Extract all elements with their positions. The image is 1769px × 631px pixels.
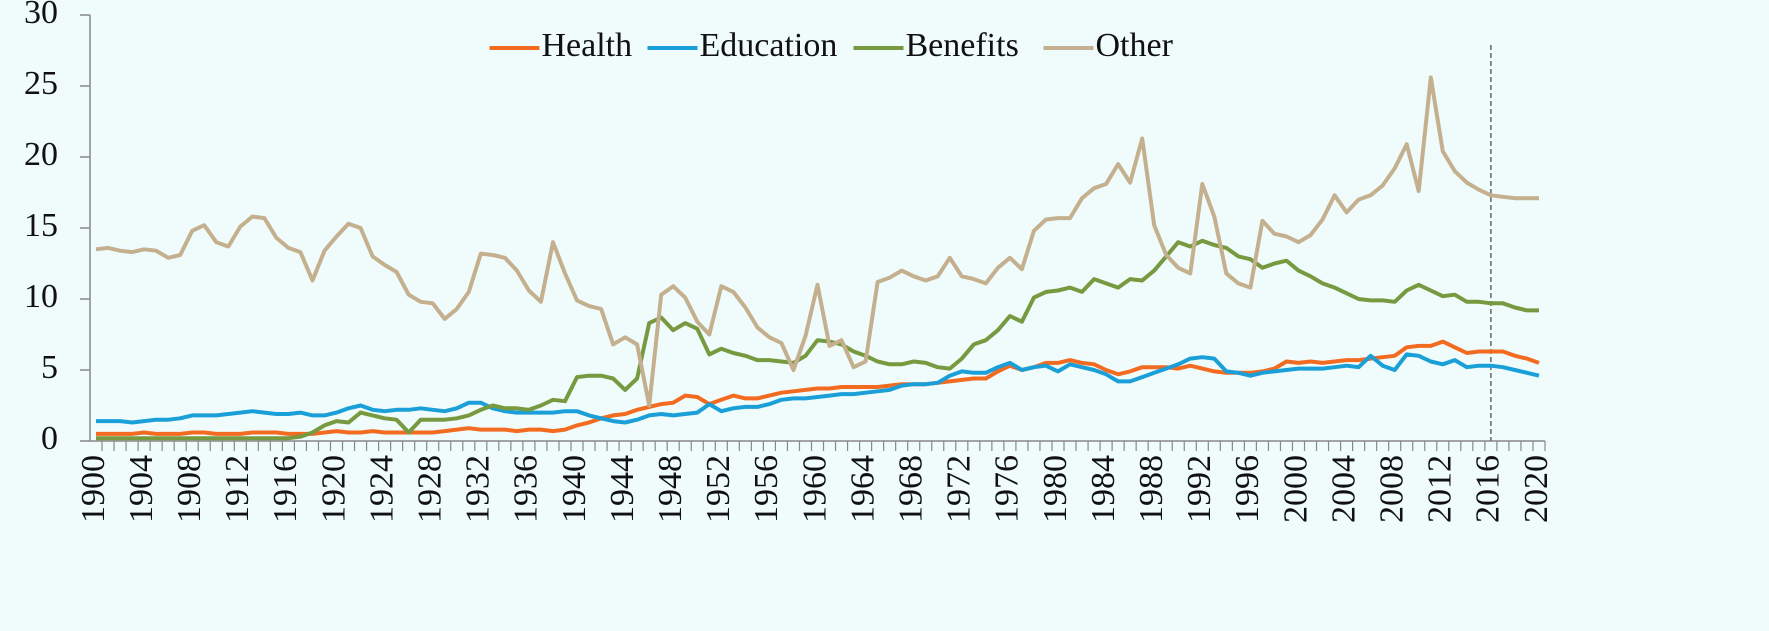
x-tick-label: 2000 [1277,455,1314,523]
y-tick-label: 25 [24,65,58,102]
x-tick-label: 1964 [844,455,881,523]
x-tick-label: 1908 [171,455,208,523]
x-tick-label: 2004 [1325,455,1362,523]
x-tick-label: 1920 [315,455,352,523]
x-tick-label: 1980 [1037,455,1074,523]
series-line [96,339,1540,436]
x-tick-label: 1984 [1085,455,1122,523]
x-tick-label: 2020 [1518,455,1555,523]
y-tick-label: 15 [24,207,58,244]
x-tick-label: 1912 [219,455,256,523]
legend-label: Benefits [906,27,1019,64]
x-tick-label: 1928 [412,455,449,523]
x-tick-label: 1960 [796,455,833,523]
series-line [96,238,1539,441]
x-tick-label: 1968 [892,455,929,523]
x-tick-label: 1956 [748,455,785,523]
x-tick-label: 1988 [1133,455,1170,523]
legend: Health Education Benefits Other [489,27,1174,64]
y-tick-label: 20 [24,136,58,173]
x-tick-label: 1916 [267,455,304,523]
x-tick-label: 1936 [508,455,545,523]
x-tick-label: 1992 [1181,455,1218,523]
y-tick-label: 5 [41,349,58,386]
legend-label: Education [700,27,838,64]
x-tick-label: 1972 [941,455,978,523]
x-tick-label: 1944 [604,455,641,523]
x-tick-label: 2012 [1422,455,1459,523]
x-tick-label: 1948 [652,455,689,523]
x-tick-label: 1924 [363,455,400,523]
legend-label: Health [542,27,633,64]
x-tick-label: 1976 [989,455,1026,523]
series-line [95,75,1539,408]
x-tick-label: 1996 [1229,455,1266,523]
x-tick-label: 1904 [123,455,160,523]
y-tick-label: 10 [24,278,58,315]
x-tick-label: 2008 [1373,455,1410,523]
series-line [96,352,1540,425]
x-tick-label: 1932 [460,455,497,523]
y-tick-label: 0 [41,420,58,457]
x-tick-label: 1952 [700,455,737,523]
x-tick-label: 1940 [556,455,593,523]
x-tick-label: 2016 [1470,455,1507,523]
x-tick-label: 1900 [75,455,112,523]
y-tick-label: 30 [24,0,58,31]
legend-label: Other [1096,27,1174,64]
